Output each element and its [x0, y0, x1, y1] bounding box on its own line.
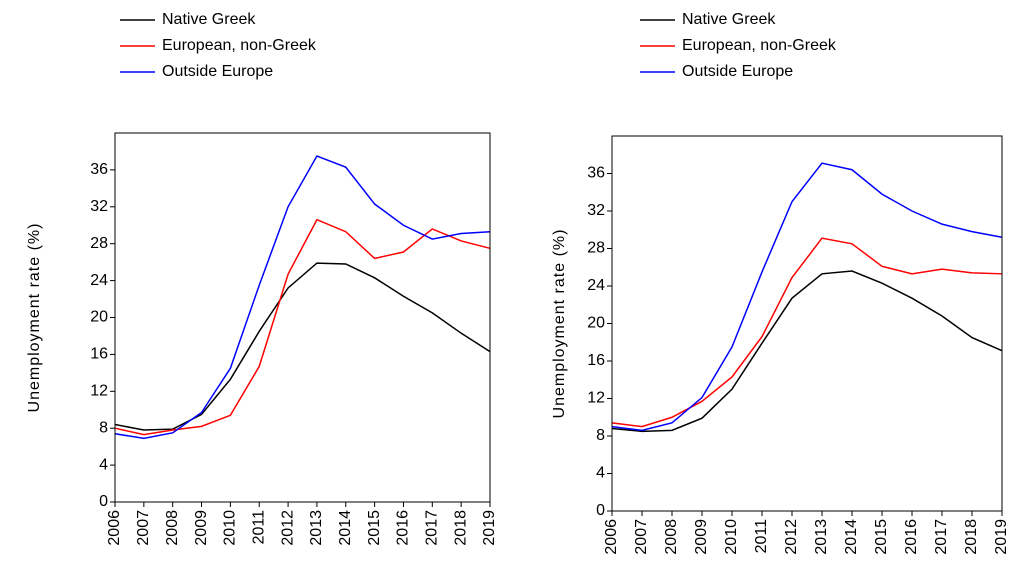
y-tick-label: 12	[90, 383, 108, 400]
x-tick-label: 2009	[693, 519, 710, 555]
x-tick-label: 2010	[723, 519, 740, 555]
legend-label: European, non-Greek	[162, 37, 317, 54]
y-tick-label: 20	[587, 315, 605, 332]
x-tick-label: 2012	[279, 510, 296, 546]
plot-frame	[114, 132, 491, 503]
y-tick-label: 36	[90, 161, 108, 178]
legend-label: Native Greek	[162, 11, 256, 28]
x-tick-label: 2010	[222, 510, 239, 546]
x-tick-label: 2007	[135, 510, 152, 546]
y-tick-label: 36	[587, 165, 605, 182]
y-tick-label: 16	[90, 346, 108, 363]
y-tick-label: 20	[90, 309, 108, 326]
y-tick-label: 4	[99, 456, 108, 473]
y-tick-label: 12	[587, 390, 605, 407]
series-line	[611, 162, 1003, 432]
x-tick-label: 2013	[308, 510, 325, 546]
legend-label: Native Greek	[682, 11, 776, 28]
y-tick-label: 24	[587, 277, 605, 294]
series-line	[114, 262, 491, 431]
legend-label: Outside Europe	[682, 63, 793, 80]
x-tick-label: 2019	[481, 510, 498, 546]
y-tick-label: 0	[99, 493, 108, 510]
legend-label: Outside Europe	[162, 63, 273, 80]
plot-frame	[611, 135, 1003, 512]
series-line	[611, 237, 1003, 428]
y-axis-label: Unemployment rate (%)	[551, 229, 568, 419]
x-tick-label: 2011	[753, 519, 770, 554]
x-tick-label: 2015	[873, 519, 890, 555]
series-line	[114, 218, 491, 436]
x-tick-label: 2008	[663, 519, 680, 555]
y-tick-label: 8	[596, 427, 605, 444]
legend-label: European, non-Greek	[682, 37, 837, 54]
y-tick-label: 0	[596, 502, 605, 519]
y-tick-label: 24	[90, 272, 108, 289]
x-tick-label: 2013	[813, 519, 830, 555]
series-line	[611, 270, 1003, 433]
y-tick-label: 28	[90, 235, 108, 252]
y-tick-label: 28	[587, 240, 605, 257]
x-tick-label: 2014	[337, 510, 354, 546]
y-tick-label: 4	[596, 465, 605, 482]
x-tick-label: 2009	[193, 510, 210, 546]
y-tick-label: 8	[99, 419, 108, 436]
x-tick-label: 2017	[933, 519, 950, 555]
x-tick-label: 2011	[250, 510, 267, 545]
x-tick-label: 2007	[633, 519, 650, 555]
series-line	[114, 155, 491, 440]
x-tick-label: 2018	[452, 510, 469, 546]
x-tick-label: 2019	[993, 519, 1010, 555]
y-axis-label: Unemployment rate (%)	[26, 223, 43, 413]
x-tick-label: 2018	[963, 519, 980, 555]
x-tick-label: 2017	[424, 510, 441, 546]
x-tick-label: 2012	[783, 519, 800, 555]
x-tick-label: 2008	[164, 510, 181, 546]
x-tick-label: 2015	[366, 510, 383, 546]
y-tick-label: 16	[587, 352, 605, 369]
x-tick-label: 2016	[395, 510, 412, 546]
x-tick-label: 2014	[843, 519, 860, 555]
y-tick-label: 32	[90, 198, 108, 215]
x-tick-label: 2006	[603, 519, 620, 555]
y-tick-label: 32	[587, 202, 605, 219]
x-tick-label: 2006	[106, 510, 123, 546]
x-tick-label: 2016	[903, 519, 920, 555]
